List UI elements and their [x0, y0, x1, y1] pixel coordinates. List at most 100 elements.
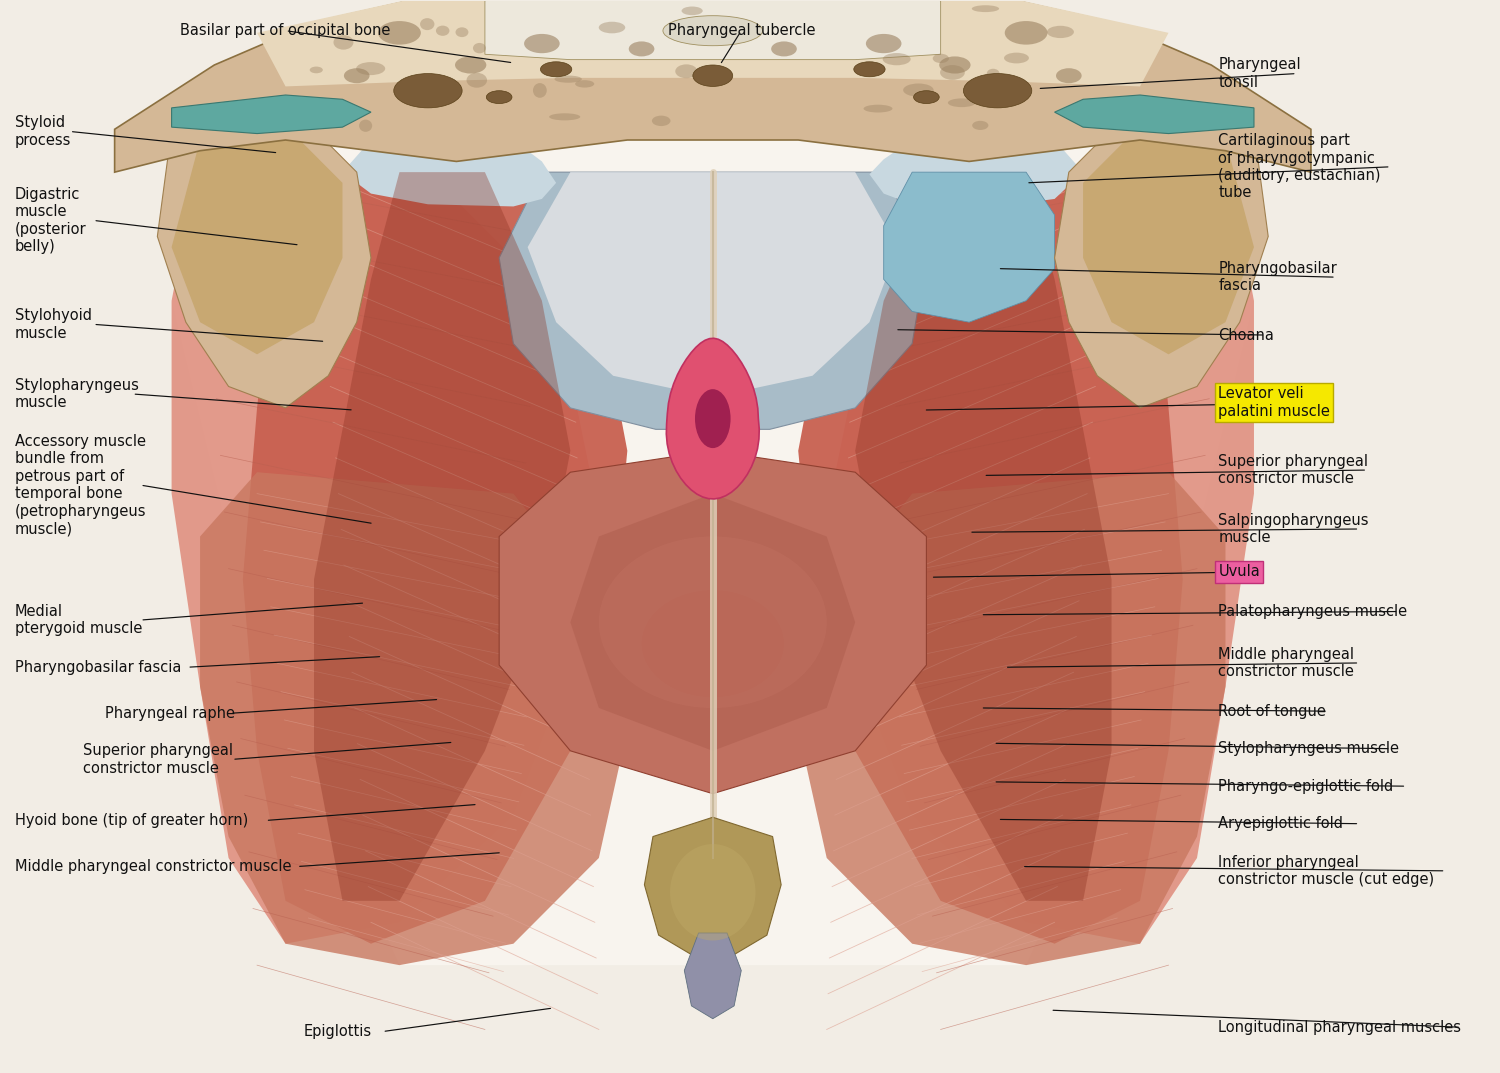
- Ellipse shape: [675, 64, 698, 78]
- Ellipse shape: [670, 844, 756, 941]
- Ellipse shape: [472, 43, 486, 54]
- Ellipse shape: [972, 121, 988, 130]
- Ellipse shape: [524, 34, 560, 54]
- Text: Superior pharyngeal
constrictor muscle: Superior pharyngeal constrictor muscle: [84, 744, 234, 776]
- Polygon shape: [256, 0, 1168, 87]
- Polygon shape: [666, 338, 759, 499]
- Ellipse shape: [404, 75, 432, 90]
- Ellipse shape: [486, 91, 512, 104]
- Text: Longitudinal pharyngeal muscles: Longitudinal pharyngeal muscles: [1218, 1019, 1461, 1034]
- Text: Inferior pharyngeal
constrictor muscle (cut edge): Inferior pharyngeal constrictor muscle (…: [1218, 854, 1434, 887]
- Polygon shape: [200, 472, 627, 965]
- Ellipse shape: [903, 84, 933, 97]
- Polygon shape: [158, 129, 370, 408]
- Ellipse shape: [865, 34, 901, 54]
- Text: Middle pharyngeal constrictor muscle: Middle pharyngeal constrictor muscle: [15, 859, 291, 874]
- Polygon shape: [827, 150, 1254, 944]
- Text: Superior pharyngeal
constrictor muscle: Superior pharyngeal constrictor muscle: [1218, 454, 1368, 486]
- Ellipse shape: [309, 67, 322, 73]
- Ellipse shape: [939, 57, 970, 74]
- Ellipse shape: [555, 75, 582, 83]
- Ellipse shape: [948, 99, 975, 107]
- Polygon shape: [500, 172, 927, 429]
- Polygon shape: [500, 451, 927, 794]
- Text: Middle pharyngeal
constrictor muscle: Middle pharyngeal constrictor muscle: [1218, 647, 1354, 679]
- Text: Pharyngobasilar fascia: Pharyngobasilar fascia: [15, 660, 182, 675]
- Ellipse shape: [642, 590, 784, 697]
- Ellipse shape: [574, 80, 594, 88]
- Polygon shape: [171, 95, 370, 133]
- Polygon shape: [528, 172, 898, 397]
- Ellipse shape: [1056, 69, 1082, 84]
- Text: Stylohyoid
muscle: Stylohyoid muscle: [15, 308, 92, 340]
- Ellipse shape: [853, 62, 885, 77]
- Polygon shape: [114, 0, 1311, 172]
- Ellipse shape: [940, 65, 964, 79]
- Ellipse shape: [333, 35, 354, 49]
- Ellipse shape: [681, 6, 702, 15]
- Ellipse shape: [344, 69, 369, 84]
- Polygon shape: [570, 494, 855, 751]
- Polygon shape: [1054, 129, 1268, 408]
- Text: Stylopharyngeus muscle: Stylopharyngeus muscle: [1218, 741, 1400, 756]
- Text: Pharyngo-epiglottic fold: Pharyngo-epiglottic fold: [1218, 779, 1394, 794]
- Ellipse shape: [988, 92, 1016, 100]
- Ellipse shape: [356, 62, 386, 75]
- Polygon shape: [798, 472, 1226, 965]
- Ellipse shape: [1005, 21, 1047, 45]
- Ellipse shape: [694, 389, 730, 449]
- Text: Salpingopharyngeus
muscle: Salpingopharyngeus muscle: [1218, 513, 1370, 545]
- Polygon shape: [870, 139, 1083, 206]
- Polygon shape: [645, 818, 782, 967]
- Ellipse shape: [663, 16, 762, 46]
- Ellipse shape: [771, 42, 796, 57]
- Polygon shape: [171, 139, 342, 354]
- Ellipse shape: [1004, 53, 1029, 63]
- Text: Pharyngeal raphe: Pharyngeal raphe: [105, 706, 234, 721]
- Ellipse shape: [972, 5, 999, 12]
- Text: Digastric
muscle
(posterior
belly): Digastric muscle (posterior belly): [15, 187, 87, 254]
- Ellipse shape: [914, 91, 939, 104]
- Ellipse shape: [549, 114, 580, 120]
- Text: Choana: Choana: [1218, 327, 1274, 342]
- Polygon shape: [171, 129, 1254, 965]
- Ellipse shape: [436, 26, 450, 35]
- Text: Uvula: Uvula: [1218, 564, 1260, 579]
- Polygon shape: [1054, 95, 1254, 133]
- Ellipse shape: [540, 62, 572, 77]
- Ellipse shape: [882, 53, 910, 65]
- Text: Levator veli
palatini muscle: Levator veli palatini muscle: [1218, 386, 1330, 418]
- Ellipse shape: [378, 21, 422, 45]
- Polygon shape: [684, 934, 741, 1018]
- Ellipse shape: [987, 69, 999, 78]
- Ellipse shape: [466, 73, 488, 88]
- Polygon shape: [171, 150, 598, 944]
- Ellipse shape: [963, 74, 1032, 108]
- Ellipse shape: [933, 54, 950, 63]
- Text: Basilar part of occipital bone: Basilar part of occipital bone: [180, 24, 390, 39]
- Text: Hyoid bone (tip of greater horn): Hyoid bone (tip of greater horn): [15, 813, 248, 828]
- Text: Cartilaginous part
of pharyngotympanic
(auditory, eustachian)
tube: Cartilaginous part of pharyngotympanic (…: [1218, 133, 1382, 201]
- Polygon shape: [798, 172, 1184, 944]
- Ellipse shape: [454, 57, 486, 74]
- Ellipse shape: [864, 105, 892, 113]
- Text: Accessory muscle
bundle from
petrous part of
temporal bone
(petropharyngeus
musc: Accessory muscle bundle from petrous par…: [15, 435, 147, 536]
- Ellipse shape: [1047, 26, 1074, 38]
- Ellipse shape: [652, 116, 670, 126]
- Text: Medial
pterygoid muscle: Medial pterygoid muscle: [15, 604, 142, 636]
- Text: Epiglottis: Epiglottis: [304, 1024, 372, 1039]
- Polygon shape: [884, 172, 1054, 322]
- Text: Stylopharyngeus
muscle: Stylopharyngeus muscle: [15, 378, 140, 410]
- Text: Palatopharyngeus muscle: Palatopharyngeus muscle: [1218, 604, 1407, 619]
- Ellipse shape: [420, 18, 435, 30]
- Ellipse shape: [598, 536, 826, 708]
- Text: Aryepiglottic fold: Aryepiglottic fold: [1218, 817, 1344, 832]
- Text: Pharyngobasilar
fascia: Pharyngobasilar fascia: [1218, 261, 1336, 293]
- Polygon shape: [314, 172, 570, 901]
- Ellipse shape: [628, 42, 654, 57]
- Polygon shape: [1083, 139, 1254, 354]
- Text: Pharyngeal tubercle: Pharyngeal tubercle: [668, 24, 814, 39]
- Ellipse shape: [598, 21, 625, 33]
- Polygon shape: [484, 0, 940, 60]
- Polygon shape: [855, 172, 1112, 901]
